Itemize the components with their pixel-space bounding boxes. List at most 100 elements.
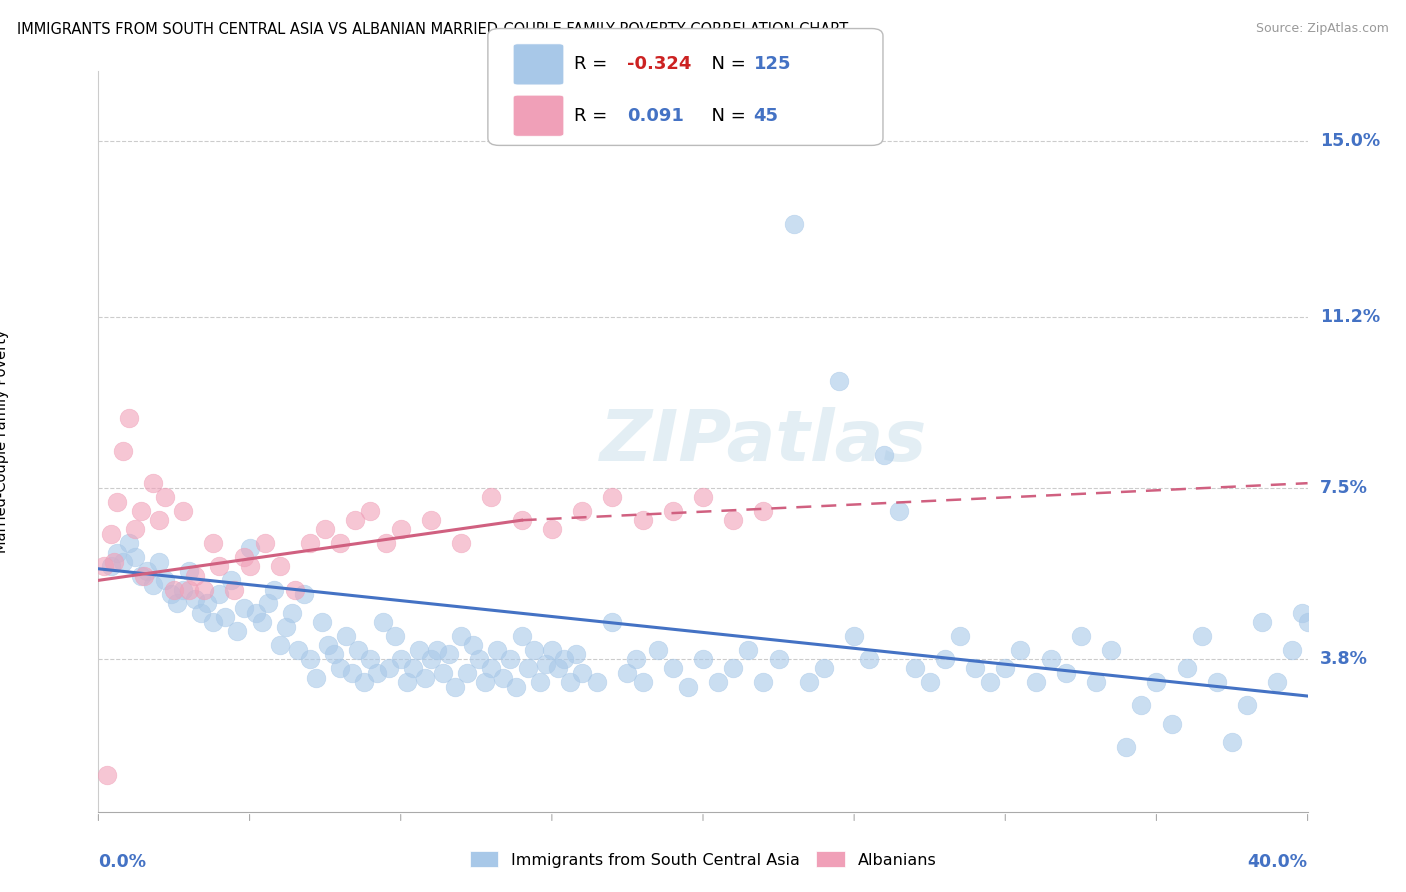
Point [723,513,745,527]
Point [752,504,775,518]
Point [616,665,638,680]
Point [1146,675,1168,690]
Point [1281,642,1303,657]
Point [444,680,467,694]
Point [565,648,588,662]
Point [153,574,176,588]
Point [1296,615,1319,629]
Point [647,642,669,657]
Point [934,652,956,666]
Point [335,629,357,643]
Point [813,661,835,675]
Point [571,504,593,518]
Point [384,629,406,643]
Point [692,652,714,666]
Text: 15.0%: 15.0% [1320,132,1379,150]
Point [602,615,624,629]
Point [889,504,911,518]
Point [311,615,333,629]
Point [602,490,624,504]
Point [692,490,714,504]
Point [256,597,278,611]
Point [316,638,339,652]
Point [163,582,186,597]
Point [492,671,515,685]
Text: 125: 125 [754,55,792,73]
Point [284,582,307,597]
Point [214,610,236,624]
Point [547,661,569,675]
Point [534,657,557,671]
Point [287,642,309,657]
Point [193,582,215,597]
Point [132,568,155,582]
Point [202,615,225,629]
Point [450,629,472,643]
Text: N =: N = [700,55,752,73]
Point [353,675,375,690]
Point [474,675,496,690]
Point [250,615,273,629]
Point [172,582,194,597]
Point [366,665,388,680]
Point [994,661,1017,675]
Point [402,661,425,675]
Point [305,671,328,685]
Point [1054,665,1077,680]
Point [768,652,790,666]
Text: N =: N = [700,107,752,125]
Point [523,642,546,657]
Point [1085,675,1108,690]
Text: Married-Couple Family Poverty: Married-Couple Family Poverty [0,330,10,553]
Point [468,652,491,666]
Point [1039,652,1062,666]
Point [456,665,478,680]
Point [558,675,581,690]
Point [797,675,820,690]
Point [103,555,125,569]
Point [1206,675,1229,690]
Point [118,411,141,425]
Point [1099,642,1122,657]
Point [505,680,527,694]
Point [426,642,449,657]
Point [1220,735,1243,749]
Point [463,638,485,652]
Point [221,574,243,588]
Point [208,587,231,601]
Point [395,675,418,690]
Point [105,546,128,560]
Point [160,587,183,601]
Point [100,527,122,541]
Point [269,559,291,574]
Point [432,665,454,680]
Point [631,675,654,690]
Text: 3.8%: 3.8% [1320,650,1368,668]
Point [111,443,134,458]
Point [129,568,152,582]
Point [142,476,165,491]
Point [281,606,304,620]
Point [105,494,128,508]
Point [118,536,141,550]
Point [904,661,927,675]
Point [93,559,115,574]
Point [918,675,941,690]
Point [184,568,207,582]
Point [329,661,352,675]
Point [723,661,745,675]
Point [498,652,520,666]
Point [661,504,683,518]
Point [179,564,201,578]
Point [1010,642,1032,657]
Point [360,504,382,518]
Point [486,642,509,657]
Point [828,375,851,389]
Point [239,559,262,574]
Point [124,550,146,565]
Point [111,555,134,569]
Text: Source: ZipAtlas.com: Source: ZipAtlas.com [1256,22,1389,36]
Point [389,523,412,537]
Point [586,675,609,690]
Point [314,523,336,537]
